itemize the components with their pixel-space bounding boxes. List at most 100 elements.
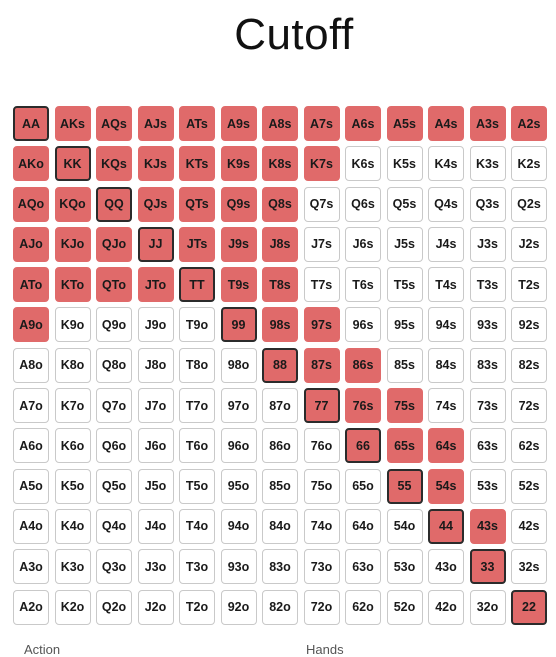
- hand-cell-A7o[interactable]: A7o: [13, 388, 49, 424]
- hand-cell-KTs[interactable]: KTs: [179, 146, 215, 182]
- hand-cell-73o[interactable]: 73o: [303, 549, 340, 585]
- hand-cell-A5s[interactable]: A5s: [386, 106, 423, 141]
- hand-cell-65s[interactable]: 65s: [386, 428, 423, 464]
- hand-cell-A7s[interactable]: A7s: [303, 106, 340, 141]
- hand-cell-32s[interactable]: 32s: [511, 549, 547, 585]
- hand-cell-KQs[interactable]: KQs: [96, 146, 132, 182]
- hand-cell-T7o[interactable]: T7o: [179, 388, 215, 424]
- hand-cell-KTo[interactable]: KTo: [54, 267, 91, 303]
- hand-cell-K8s[interactable]: K8s: [262, 146, 298, 182]
- hand-cell-J3o[interactable]: J3o: [137, 549, 174, 585]
- hand-cell-K4o[interactable]: K4o: [54, 508, 91, 544]
- hand-cell-QTs[interactable]: QTs: [179, 186, 215, 222]
- hand-cell-AA[interactable]: AA: [13, 106, 49, 141]
- hand-cell-T5o[interactable]: T5o: [179, 468, 215, 504]
- hand-cell-T2s[interactable]: T2s: [511, 267, 547, 303]
- hand-cell-66[interactable]: 66: [345, 428, 381, 464]
- hand-cell-Q4o[interactable]: Q4o: [96, 508, 132, 544]
- hand-cell-95o[interactable]: 95o: [220, 468, 257, 504]
- hand-cell-75o[interactable]: 75o: [303, 468, 340, 504]
- hand-cell-33[interactable]: 33: [469, 549, 506, 585]
- hand-cell-Q3o[interactable]: Q3o: [96, 549, 132, 585]
- hand-cell-AKs[interactable]: AKs: [54, 106, 91, 141]
- hand-cell-KK[interactable]: KK: [54, 146, 91, 182]
- hand-cell-88[interactable]: 88: [262, 347, 298, 383]
- hand-cell-KJo[interactable]: KJo: [54, 226, 91, 262]
- hand-cell-53o[interactable]: 53o: [386, 549, 423, 585]
- hand-cell-94o[interactable]: 94o: [220, 508, 257, 544]
- hand-cell-Q9s[interactable]: Q9s: [220, 186, 257, 222]
- hand-cell-Q4s[interactable]: Q4s: [428, 186, 464, 222]
- hand-cell-T3o[interactable]: T3o: [179, 549, 215, 585]
- hand-cell-AQs[interactable]: AQs: [96, 106, 132, 141]
- hand-cell-73s[interactable]: 73s: [469, 388, 506, 424]
- hand-cell-99[interactable]: 99: [220, 307, 257, 343]
- hand-cell-Q2o[interactable]: Q2o: [96, 589, 132, 625]
- hand-cell-87o[interactable]: 87o: [262, 388, 298, 424]
- hand-cell-J6s[interactable]: J6s: [345, 226, 381, 262]
- hand-cell-83s[interactable]: 83s: [469, 347, 506, 383]
- hand-cell-77[interactable]: 77: [303, 388, 340, 424]
- hand-cell-T3s[interactable]: T3s: [469, 267, 506, 303]
- hand-cell-76o[interactable]: 76o: [303, 428, 340, 464]
- hand-cell-J4s[interactable]: J4s: [428, 226, 464, 262]
- hand-cell-A4o[interactable]: A4o: [13, 508, 49, 544]
- hand-cell-QQ[interactable]: QQ: [96, 186, 132, 222]
- hand-cell-J3s[interactable]: J3s: [469, 226, 506, 262]
- hand-cell-62o[interactable]: 62o: [345, 589, 381, 625]
- hand-cell-J5o[interactable]: J5o: [137, 468, 174, 504]
- hand-cell-JTo[interactable]: JTo: [137, 267, 174, 303]
- hand-cell-Q8o[interactable]: Q8o: [96, 347, 132, 383]
- hand-cell-K5s[interactable]: K5s: [386, 146, 423, 182]
- hand-cell-K2s[interactable]: K2s: [511, 146, 547, 182]
- hand-cell-J5s[interactable]: J5s: [386, 226, 423, 262]
- hand-cell-Q2s[interactable]: Q2s: [511, 186, 547, 222]
- hand-cell-ATs[interactable]: ATs: [179, 106, 215, 141]
- hand-cell-65o[interactable]: 65o: [345, 468, 381, 504]
- hand-cell-T6o[interactable]: T6o: [179, 428, 215, 464]
- hand-cell-JTs[interactable]: JTs: [179, 226, 215, 262]
- hand-cell-Q6s[interactable]: Q6s: [345, 186, 381, 222]
- hand-cell-98o[interactable]: 98o: [220, 347, 257, 383]
- hand-cell-J2s[interactable]: J2s: [511, 226, 547, 262]
- hand-cell-T6s[interactable]: T6s: [345, 267, 381, 303]
- hand-cell-AJs[interactable]: AJs: [137, 106, 174, 141]
- hand-cell-AKo[interactable]: AKo: [13, 146, 49, 182]
- hand-cell-97s[interactable]: 97s: [303, 307, 340, 343]
- hand-cell-44[interactable]: 44: [428, 508, 464, 544]
- hand-cell-T8s[interactable]: T8s: [262, 267, 298, 303]
- hand-cell-94s[interactable]: 94s: [428, 307, 464, 343]
- hand-cell-K9s[interactable]: K9s: [220, 146, 257, 182]
- hand-cell-22[interactable]: 22: [511, 589, 547, 625]
- hand-cell-63s[interactable]: 63s: [469, 428, 506, 464]
- hand-cell-K6o[interactable]: K6o: [54, 428, 91, 464]
- hand-cell-54o[interactable]: 54o: [386, 508, 423, 544]
- hand-cell-93s[interactable]: 93s: [469, 307, 506, 343]
- hand-cell-96o[interactable]: 96o: [220, 428, 257, 464]
- hand-cell-T9s[interactable]: T9s: [220, 267, 257, 303]
- hand-cell-Q3s[interactable]: Q3s: [469, 186, 506, 222]
- hand-cell-K7o[interactable]: K7o: [54, 388, 91, 424]
- hand-cell-53s[interactable]: 53s: [469, 468, 506, 504]
- hand-cell-J4o[interactable]: J4o: [137, 508, 174, 544]
- hand-cell-AJo[interactable]: AJo: [13, 226, 49, 262]
- hand-cell-72o[interactable]: 72o: [303, 589, 340, 625]
- hand-cell-K8o[interactable]: K8o: [54, 347, 91, 383]
- hand-cell-T4s[interactable]: T4s: [428, 267, 464, 303]
- hand-cell-52o[interactable]: 52o: [386, 589, 423, 625]
- hand-cell-K2o[interactable]: K2o: [54, 589, 91, 625]
- hand-cell-K4s[interactable]: K4s: [428, 146, 464, 182]
- hand-cell-85s[interactable]: 85s: [386, 347, 423, 383]
- hand-cell-K9o[interactable]: K9o: [54, 307, 91, 343]
- hand-cell-74o[interactable]: 74o: [303, 508, 340, 544]
- hand-cell-82o[interactable]: 82o: [262, 589, 298, 625]
- hand-cell-J8o[interactable]: J8o: [137, 347, 174, 383]
- hand-cell-84s[interactable]: 84s: [428, 347, 464, 383]
- hand-cell-42s[interactable]: 42s: [511, 508, 547, 544]
- hand-cell-64s[interactable]: 64s: [428, 428, 464, 464]
- hand-cell-Q9o[interactable]: Q9o: [96, 307, 132, 343]
- hand-cell-K5o[interactable]: K5o: [54, 468, 91, 504]
- hand-cell-43s[interactable]: 43s: [469, 508, 506, 544]
- hand-cell-A6o[interactable]: A6o: [13, 428, 49, 464]
- hand-cell-82s[interactable]: 82s: [511, 347, 547, 383]
